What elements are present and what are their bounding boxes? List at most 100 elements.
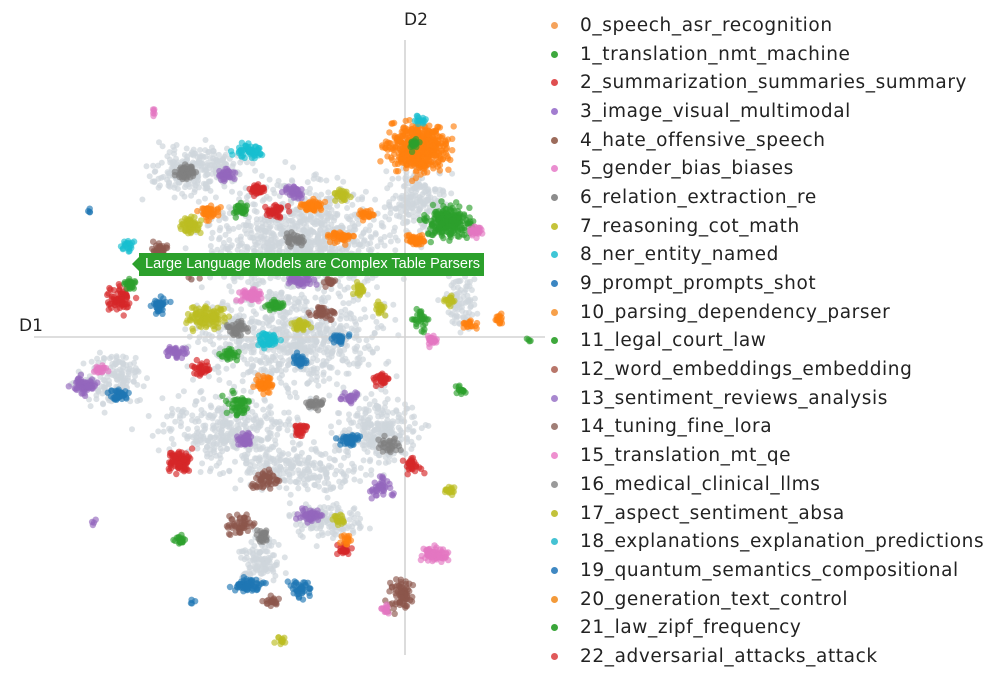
unassigned-point[interactable] [242, 460, 249, 467]
unassigned-point[interactable] [365, 361, 372, 368]
cluster-point[interactable] [438, 134, 445, 141]
unassigned-point[interactable] [282, 457, 289, 464]
unassigned-point[interactable] [160, 428, 167, 435]
cluster-point[interactable] [194, 207, 201, 215]
unassigned-point[interactable] [180, 388, 187, 395]
unassigned-point[interactable] [145, 413, 152, 419]
unassigned-point[interactable] [393, 212, 400, 219]
unassigned-point[interactable] [454, 284, 461, 291]
unassigned-point[interactable] [351, 463, 357, 470]
unassigned-point[interactable] [351, 334, 358, 341]
unassigned-point[interactable] [334, 202, 341, 209]
unassigned-point[interactable] [360, 356, 366, 363]
cluster-point[interactable] [466, 204, 473, 211]
unassigned-point[interactable] [194, 441, 201, 447]
unassigned-point[interactable] [307, 185, 313, 192]
unassigned-point[interactable] [338, 308, 345, 315]
cluster-point[interactable] [297, 234, 304, 241]
unassigned-point[interactable] [118, 372, 125, 379]
unassigned-point[interactable] [343, 322, 350, 329]
unassigned-point[interactable] [303, 366, 310, 373]
unassigned-point[interactable] [319, 452, 325, 458]
unassigned-point[interactable] [328, 429, 335, 436]
unassigned-point[interactable] [168, 412, 175, 419]
unassigned-point[interactable] [178, 419, 184, 426]
unassigned-point[interactable] [431, 186, 438, 193]
unassigned-point[interactable] [253, 554, 260, 561]
unassigned-point[interactable] [448, 190, 455, 197]
unassigned-point[interactable] [169, 405, 175, 412]
unassigned-point[interactable] [248, 388, 254, 395]
unassigned-point[interactable] [425, 194, 432, 201]
unassigned-point[interactable] [326, 364, 333, 371]
unassigned-point[interactable] [264, 557, 271, 564]
unassigned-point[interactable] [134, 398, 141, 404]
unassigned-point[interactable] [253, 208, 260, 215]
unassigned-point[interactable] [375, 459, 382, 466]
unassigned-point[interactable] [368, 429, 374, 436]
unassigned-point[interactable] [184, 363, 191, 370]
unassigned-point[interactable] [360, 423, 367, 430]
unassigned-point[interactable] [212, 194, 219, 201]
unassigned-point[interactable] [226, 468, 233, 475]
unassigned-point[interactable] [245, 561, 252, 568]
unassigned-point[interactable] [409, 199, 416, 206]
unassigned-point[interactable] [205, 373, 212, 380]
unassigned-point[interactable] [406, 424, 413, 430]
cluster-point[interactable] [425, 152, 433, 160]
cluster-point[interactable] [210, 206, 218, 213]
cluster-point[interactable] [387, 145, 395, 153]
unassigned-point[interactable] [362, 395, 369, 402]
unassigned-point[interactable] [289, 439, 296, 446]
unassigned-point[interactable] [325, 189, 332, 196]
unassigned-point[interactable] [361, 406, 368, 413]
unassigned-point[interactable] [336, 347, 343, 354]
cluster-point[interactable] [390, 119, 398, 127]
unassigned-point[interactable] [328, 214, 335, 221]
unassigned-point[interactable] [119, 360, 126, 367]
unassigned-point[interactable] [182, 184, 188, 191]
cluster-point[interactable] [428, 217, 435, 225]
unassigned-point[interactable] [385, 358, 392, 365]
cluster-point[interactable] [238, 139, 246, 146]
cluster-point[interactable] [429, 158, 436, 165]
unassigned-point[interactable] [349, 220, 356, 227]
unassigned-point[interactable] [422, 188, 429, 195]
unassigned-point[interactable] [306, 190, 313, 197]
unassigned-point[interactable] [216, 435, 222, 442]
unassigned-point[interactable] [374, 345, 381, 352]
cluster-point[interactable] [414, 151, 422, 159]
unassigned-point[interactable] [276, 361, 283, 368]
unassigned-point[interactable] [329, 325, 336, 332]
unassigned-point[interactable] [307, 525, 314, 532]
unassigned-point[interactable] [252, 167, 259, 174]
unassigned-point[interactable] [279, 346, 285, 352]
unassigned-point[interactable] [271, 552, 277, 559]
unassigned-point[interactable] [406, 194, 412, 201]
unassigned-point[interactable] [247, 227, 254, 234]
unassigned-point[interactable] [267, 318, 273, 324]
unassigned-point[interactable] [410, 213, 417, 220]
unassigned-point[interactable] [362, 188, 369, 195]
unassigned-point[interactable] [391, 431, 398, 438]
unassigned-point[interactable] [361, 442, 368, 449]
unassigned-point[interactable] [165, 170, 172, 177]
unassigned-point[interactable] [192, 401, 198, 408]
unassigned-point[interactable] [274, 431, 281, 438]
unassigned-point[interactable] [298, 449, 305, 456]
cluster-point[interactable] [406, 159, 413, 166]
unassigned-point[interactable] [240, 548, 247, 555]
unassigned-point[interactable] [331, 245, 338, 252]
unassigned-point[interactable] [194, 154, 201, 161]
unassigned-point[interactable] [340, 526, 347, 533]
unassigned-point[interactable] [382, 399, 389, 406]
unassigned-point[interactable] [248, 275, 255, 282]
unassigned-point[interactable] [305, 229, 312, 236]
unassigned-point[interactable] [282, 216, 289, 223]
cluster-point[interactable] [400, 124, 407, 131]
unassigned-point[interactable] [311, 221, 318, 228]
unassigned-point[interactable] [222, 415, 229, 422]
cluster-point[interactable] [412, 174, 420, 182]
cluster-point[interactable] [203, 211, 210, 218]
unassigned-point[interactable] [195, 418, 202, 425]
